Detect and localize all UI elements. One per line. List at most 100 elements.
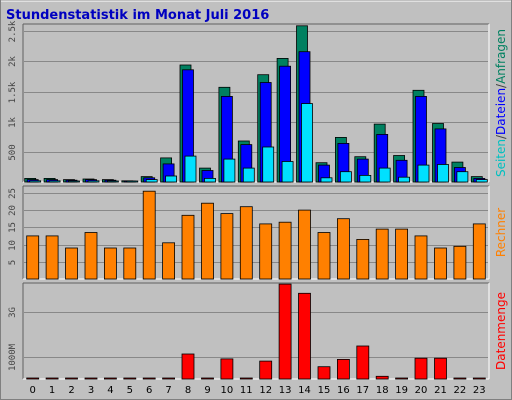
bar-rechner-hour-8 [181,214,195,280]
x-tick-label: 8 [185,385,191,396]
x-tick-label: 16 [337,385,350,396]
panel-volume: 1000M 3G Datenmenge [8,282,508,380]
bar-seiten-hour-5 [126,180,139,183]
x-tick-label: 10 [221,385,234,396]
x-tick-label: 20 [415,385,428,396]
bar-rechner-hour-9 [201,202,214,280]
side-label-part: Rechner [494,208,508,257]
bar-datenmenge-hour-20 [414,357,428,380]
bar-datenmenge-hour-15 [317,366,331,380]
x-tick-label: 1 [49,385,55,396]
bar-seiten-hour-9 [204,177,216,183]
bar-rechner-hour-20 [414,235,428,280]
x-tick-label: 18 [376,385,389,396]
bar-datenmenge-hour-7 [162,377,176,380]
bar-rechner-hour-23 [472,223,486,280]
bar-datenmenge-hour-0 [26,377,40,380]
bar-rechner-hour-3 [84,232,98,280]
x-tick-label: 6 [146,385,152,396]
bar-rechner-hour-6 [142,190,156,280]
x-tick-label: 3 [88,385,94,396]
bar-rechner-hour-11 [239,206,253,280]
bar-datenmenge-hour-9 [201,377,214,380]
y-tick-label: 25 [8,188,18,199]
y-tick-label: 1000M [8,343,18,371]
x-tick-label: 19 [395,385,408,396]
side-label-part: Anfragen [494,29,508,84]
y-tick-label: 10 [8,240,18,251]
bar-datenmenge-hour-1 [45,377,59,380]
y-tick-label: 500 [8,144,18,160]
bar-seiten-hour-0 [29,180,42,183]
bar-seiten-hour-13 [281,161,294,183]
bar-seiten-hour-2 [68,180,80,183]
x-tick-label: 5 [127,385,133,396]
chart-panels: 5001k1.5k2k2.5kSeiten/Dateien/Anfragen51… [8,20,508,380]
y-tick-label: 20 [8,205,18,216]
bar-seiten-hour-16 [339,171,352,183]
bar-rechner-hour-4 [104,247,117,280]
bar-seiten-hour-3 [87,180,100,183]
bar-seiten-hour-23 [475,179,488,183]
bar-datenmenge-hour-14 [298,292,311,380]
x-axis: 0 1 2 3 4 5 6 7 8 9 10 11 12 13 14 15 16 17 18 19 20 21 22 23 [30,385,486,396]
x-tick-label: 2 [68,385,74,396]
x-tick-label: 23 [473,385,486,396]
y-tick-label: 1.5k [8,81,18,103]
bar-rechner-hour-15 [317,232,331,280]
x-tick-label: 22 [454,385,467,396]
panel-visits: 5 10 15 20 25 Rechner [8,185,508,280]
bar-seiten-hour-15 [320,177,333,183]
side-label-part: Seiten [494,139,508,177]
panel-requests-plot-area [23,24,489,182]
bar-rechner-hour-16 [336,218,350,280]
bar-datenmenge-hour-12 [259,360,273,380]
side-label-part: / [494,134,508,139]
bar-rechner-hour-2 [65,247,78,280]
bar-datenmenge-hour-11 [239,377,253,380]
bar-rechner-hour-10 [220,213,234,280]
bar-datenmenge-hour-6 [142,377,156,380]
bar-seiten-hour-8 [184,155,197,183]
bar-datenmenge-hour-4 [104,377,117,380]
bar-datenmenge-hour-5 [123,377,137,380]
x-tick-label: 9 [204,385,210,396]
bar-datenmenge-hour-10 [220,358,234,380]
bar-seiten-hour-6 [145,179,158,183]
y-tick-label: 3G [8,307,18,318]
bar-seiten-hour-14 [301,103,313,183]
x-tick-label: 11 [240,385,253,396]
x-tick-label: 7 [165,385,171,396]
y-tick-label: 2.5k [8,20,18,42]
bar-datenmenge-hour-2 [65,377,78,380]
bar-datenmenge-hour-23 [472,377,486,380]
bar-seiten-hour-4 [107,180,119,183]
bar-datenmenge-hour-19 [395,377,409,380]
bar-datenmenge-hour-13 [278,283,292,380]
y-tick-label: 5 [8,260,18,265]
bar-seiten-hour-10 [223,158,236,183]
bar-seiten-hour-20 [417,164,430,183]
bar-seiten-hour-21 [437,164,449,183]
bar-seiten-hour-19 [398,176,411,183]
y-tick-label: 1k [8,117,18,128]
bar-rechner-hour-21 [434,247,447,280]
bar-rechner-hour-0 [26,235,40,280]
panel-visits-side-label: Rechner [494,208,508,257]
panel-visits-plot-area [23,186,489,279]
x-tick-label: 13 [279,385,292,396]
y-tick-label: 2k [8,56,18,67]
bar-rechner-hour-7 [162,242,176,280]
bar-rechner-hour-13 [278,221,292,280]
bar-datenmenge-hour-8 [181,353,195,380]
bar-seiten-hour-12 [262,146,275,183]
bar-datenmenge-hour-22 [453,377,467,380]
x-tick-label: 4 [107,385,113,396]
bar-seiten-hour-18 [378,167,391,183]
side-label-part: Dateien [494,88,508,135]
bar-rechner-hour-18 [375,228,389,280]
bar-rechner-hour-17 [356,238,370,280]
bar-rechner-hour-19 [395,228,409,280]
panel-volume-side-label: Datenmenge [494,292,508,370]
